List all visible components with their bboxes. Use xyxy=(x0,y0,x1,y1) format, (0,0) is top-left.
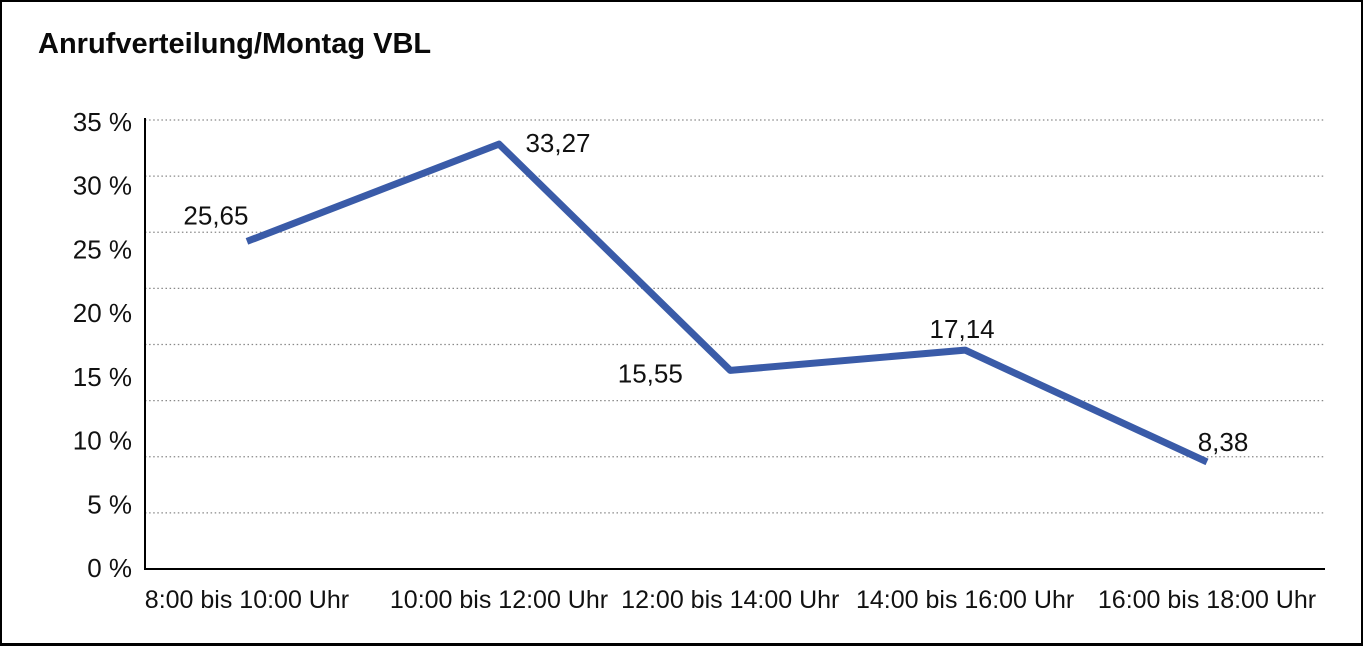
data-point-label: 8,38 xyxy=(1198,427,1249,457)
data-point-label: 17,14 xyxy=(930,314,995,344)
y-tick-label: 30 % xyxy=(73,171,132,201)
data-series-line xyxy=(245,140,1209,466)
y-tick-label: 25 % xyxy=(73,234,132,264)
y-tick-label: 35 % xyxy=(73,107,132,137)
x-tick-label: 14:00 bis 16:00 Uhr xyxy=(856,586,1074,614)
x-tick-label: 8:00 bis 10:00 Uhr xyxy=(145,586,349,614)
y-tick-label: 10 % xyxy=(73,426,132,456)
x-tick-label: 16:00 bis 18:00 Uhr xyxy=(1098,586,1316,614)
y-tick-label: 5 % xyxy=(87,489,132,519)
data-point-label: 33,27 xyxy=(525,128,590,158)
y-tick-label: 0 % xyxy=(87,553,132,583)
chart-title: Anrufverteilung/Montag VBL xyxy=(38,28,432,60)
y-tick-label: 15 % xyxy=(73,362,132,392)
data-point-label: 25,65 xyxy=(183,200,248,230)
y-tick-label: 20 % xyxy=(73,298,132,328)
x-tick-label: 10:00 bis 12:00 Uhr xyxy=(390,586,608,614)
x-tick-label: 12:00 bis 14:00 Uhr xyxy=(621,586,839,614)
data-point-label: 15,55 xyxy=(618,358,683,388)
